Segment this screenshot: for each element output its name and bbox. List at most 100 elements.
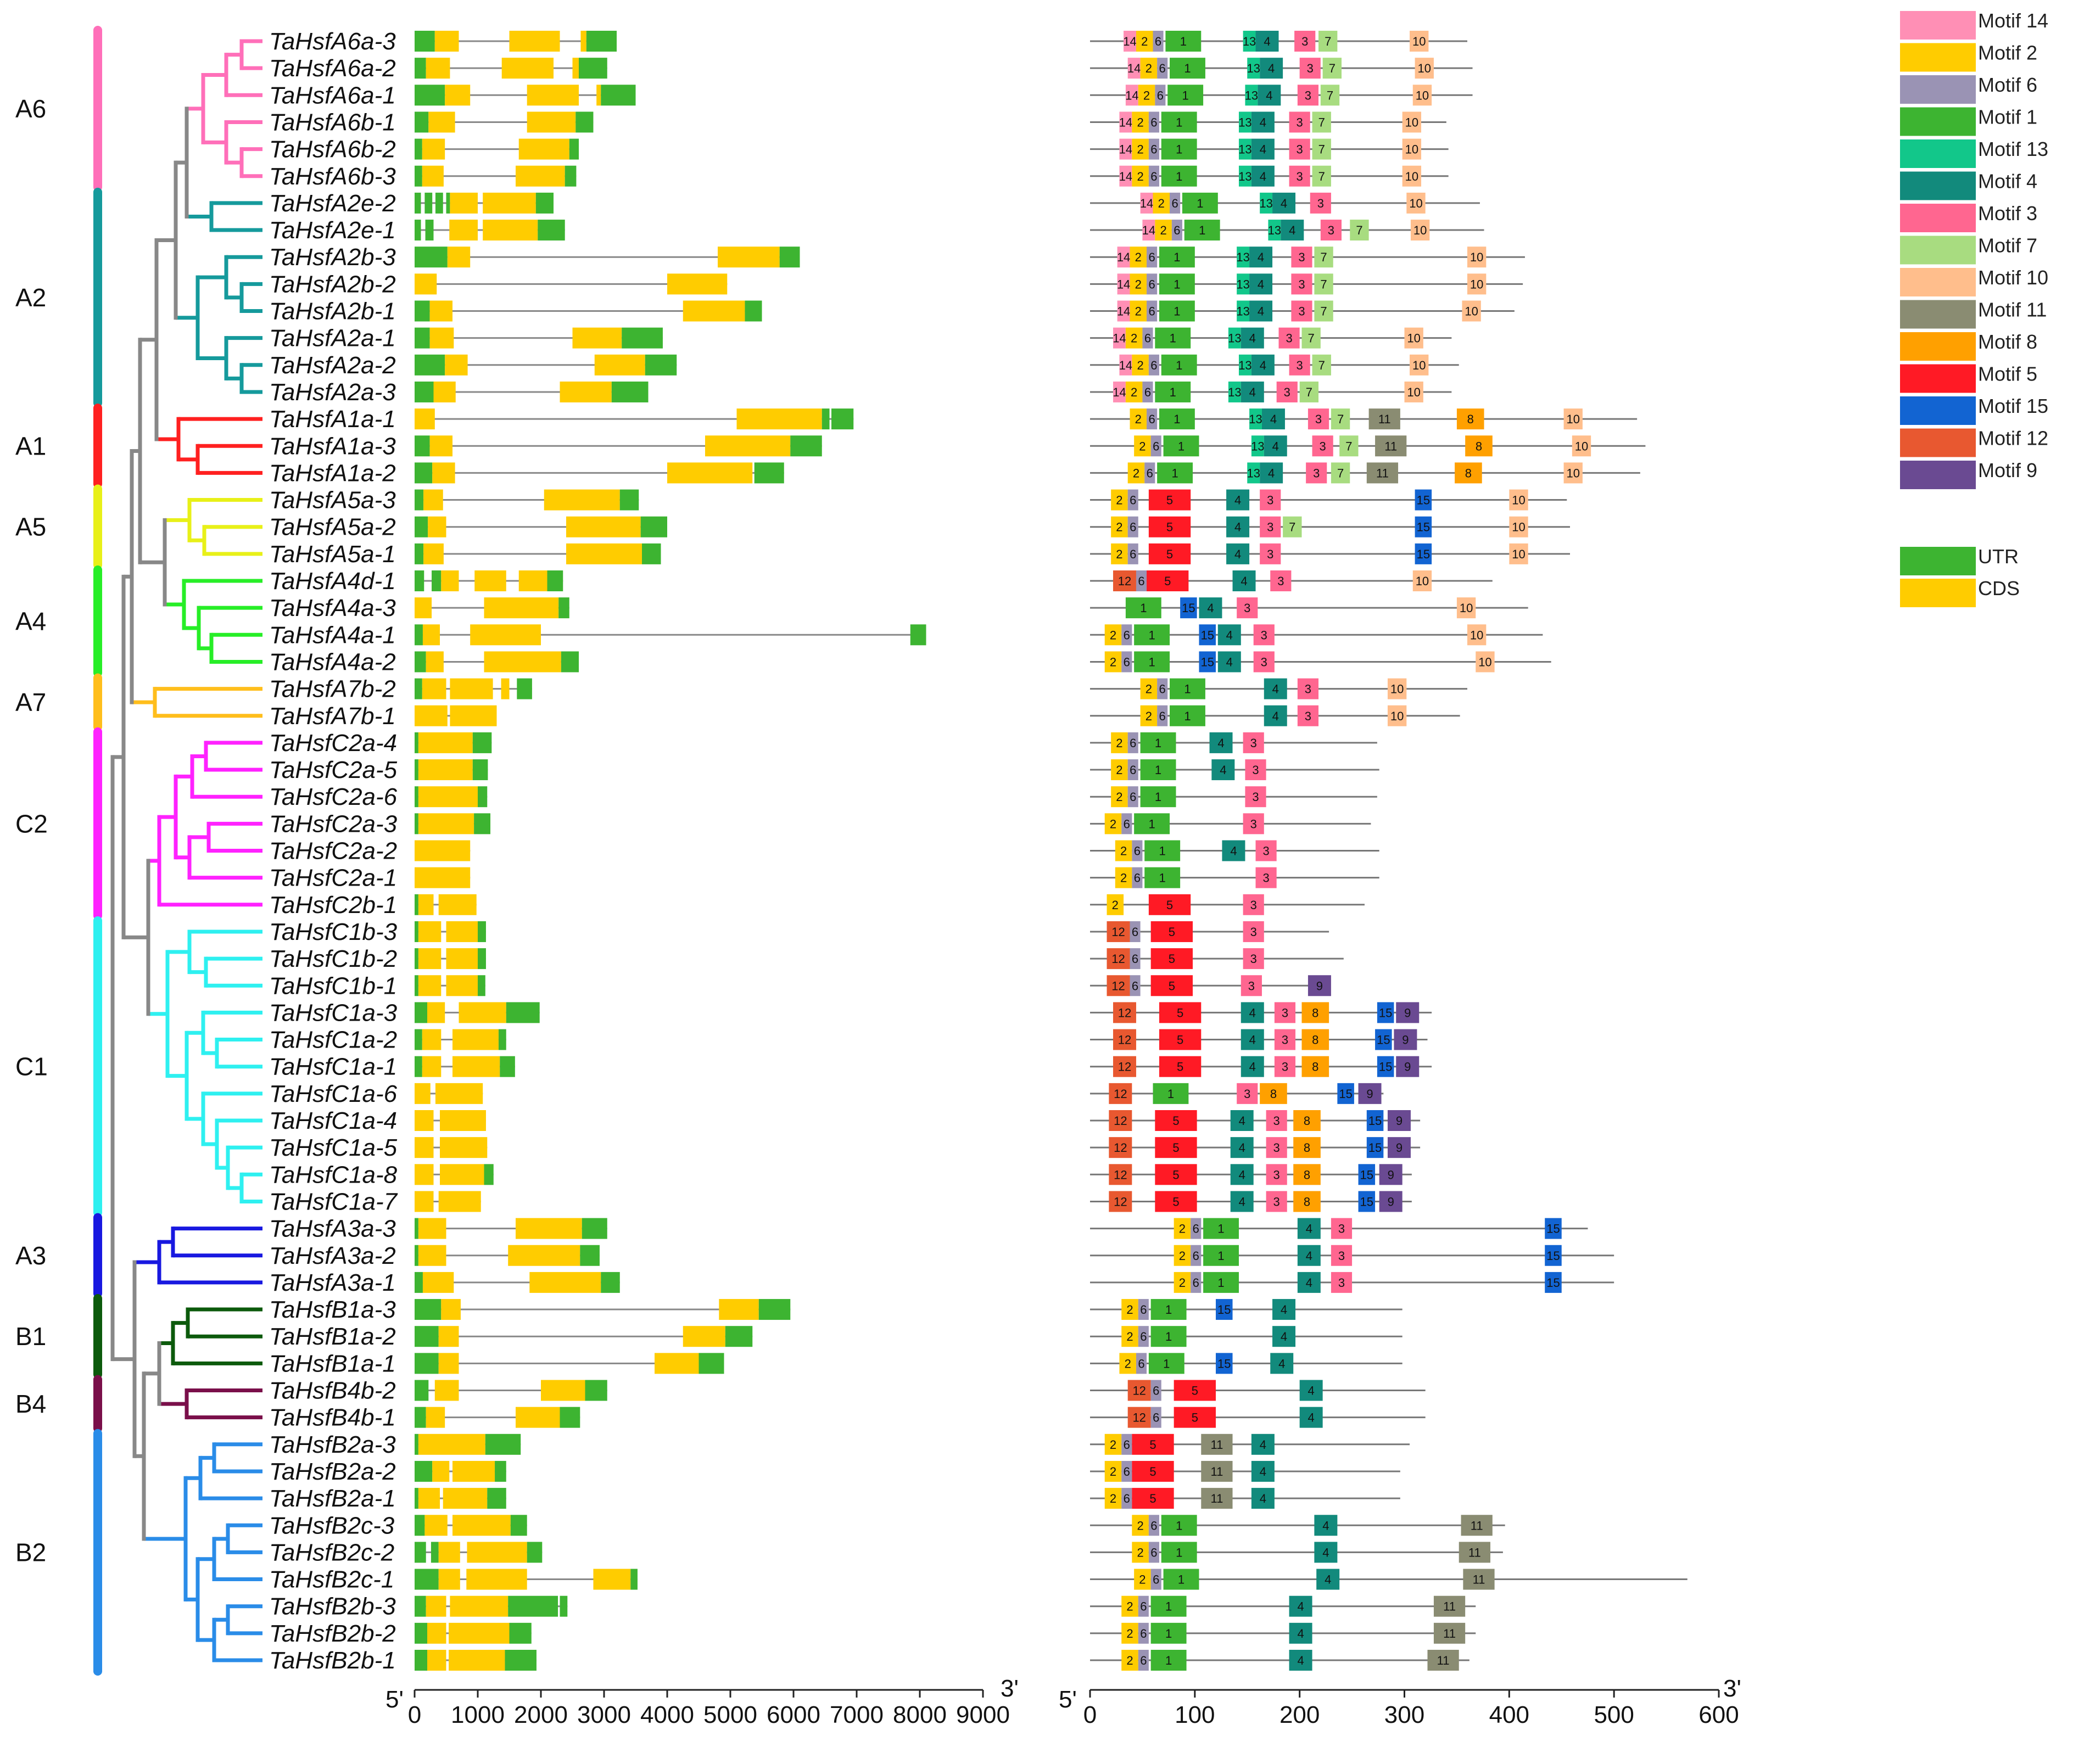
motif-10-box	[1415, 58, 1434, 79]
motif-number-label: 3	[1298, 305, 1305, 318]
cds-segment	[418, 1488, 440, 1509]
utr-segment	[415, 1056, 422, 1077]
motif-4-box	[1297, 1245, 1321, 1266]
motif-2-box	[1132, 165, 1149, 187]
motif-5-box	[1159, 1002, 1202, 1023]
motif-5-box	[1148, 543, 1191, 564]
motif-14-box	[1113, 381, 1126, 402]
motif-11-box	[1368, 408, 1400, 430]
motif-1-box	[1150, 1622, 1187, 1644]
subfamily-label: B2	[15, 1538, 46, 1566]
motif-2-box	[1134, 435, 1151, 457]
motif-12-box	[1107, 948, 1130, 970]
motif-6-box	[1150, 1569, 1161, 1590]
motif-number-label: 4	[1241, 574, 1247, 588]
motif-number-label: 4	[1289, 223, 1295, 237]
utr-segment	[415, 489, 424, 511]
motif-number-label: 12	[1132, 1411, 1146, 1425]
motif-number-label: 8	[1304, 1141, 1310, 1155]
motif-number-label: 6	[1193, 1222, 1199, 1236]
motif-15-box	[1545, 1272, 1562, 1293]
utr-segment	[585, 1380, 607, 1401]
motif-6-box	[1147, 273, 1158, 295]
cds-segment	[426, 1407, 445, 1428]
motif-number-label: 6	[1140, 1627, 1147, 1640]
motif-number-label: 3	[1250, 817, 1257, 831]
cds-segment	[418, 813, 474, 835]
motif-number-label: 6	[1155, 35, 1161, 48]
motif-13-box	[1238, 354, 1251, 376]
utr-segment	[575, 111, 594, 133]
motif-number-label: 2	[1146, 709, 1152, 723]
motif-number-label: 2	[1112, 898, 1119, 912]
motif-2-box	[1130, 273, 1147, 295]
cds-segment	[422, 165, 444, 187]
motif-2-box	[1121, 1650, 1138, 1671]
motif-5-box	[1132, 1433, 1174, 1455]
motif-number-label: 4	[1249, 385, 1256, 399]
gene-name: TaHsfA4a-3	[269, 595, 396, 621]
motif-number-label: 12	[1111, 952, 1125, 966]
motif-number-label: 15	[1546, 1249, 1560, 1263]
cds-segment	[427, 1002, 445, 1023]
motif-number-label: 5	[1177, 1033, 1183, 1047]
motif-number-label: 1	[1199, 223, 1205, 237]
cds-segment	[441, 1299, 461, 1320]
cds-segment	[529, 1272, 601, 1293]
motif-number-label: 2	[1110, 628, 1116, 642]
motif-14-box	[1117, 273, 1130, 295]
utr-segment	[415, 651, 426, 673]
cds-segment	[429, 435, 452, 457]
motif-3-box	[1297, 678, 1319, 699]
gene-axis-end-label: 3'	[1001, 1675, 1019, 1702]
gene-name: TaHsfC2a-6	[269, 783, 398, 810]
cds-segment	[572, 58, 579, 79]
motif-12-box	[1127, 1407, 1151, 1428]
motif-number-label: 1	[1176, 1545, 1182, 1559]
utr-segment	[415, 1650, 427, 1671]
gene-name: TaHsfA2b-3	[269, 244, 396, 271]
motif-4-box	[1251, 1433, 1275, 1455]
legend-label: Motif 7	[1978, 234, 2037, 257]
cds-segment	[736, 408, 822, 430]
motif-number-label: 6	[1148, 412, 1155, 426]
cds-segment	[683, 300, 745, 322]
motif-2-box	[1174, 1245, 1191, 1266]
scale-axes: 5' 3' 0 1000 2000 3000 4000 5000 6000 7000 8000 9…	[385, 1675, 1741, 1728]
motif-7-box	[1283, 516, 1302, 537]
motif-14-box	[1140, 192, 1153, 214]
motif-number-label: 15	[1182, 601, 1195, 615]
motif-number-label: 14	[1142, 223, 1155, 237]
motif-14-box	[1125, 85, 1138, 106]
motif-7-box	[1312, 111, 1331, 133]
motif-number-label: 4	[1272, 439, 1279, 453]
motif-number-label: 3	[1313, 466, 1320, 480]
utr-segment	[415, 624, 423, 646]
motif-number-label: 6	[1124, 1492, 1130, 1505]
motif-number-label: 12	[1114, 1168, 1127, 1181]
utr-segment	[498, 1029, 506, 1050]
motif-number-label: 6	[1153, 1411, 1159, 1425]
cds-segment	[415, 1083, 431, 1104]
motif-4-box	[1272, 1299, 1296, 1320]
motif-12-box	[1113, 1002, 1136, 1023]
motif-number-label: 14	[1140, 197, 1153, 210]
cds-segment	[415, 597, 432, 619]
motif-15-box	[1358, 1164, 1376, 1185]
gene-name: TaHsfB4b-2	[269, 1377, 396, 1404]
cds-segment	[440, 1110, 486, 1131]
motif-2-box	[1125, 381, 1143, 402]
motif-1-box	[1134, 813, 1170, 835]
motif-number-label: 10	[1407, 332, 1420, 345]
motif-11-box	[1463, 1569, 1495, 1590]
motif-number-label: 1	[1159, 844, 1166, 858]
motif-number-label: 4	[1230, 844, 1237, 858]
motif-number-label: 4	[1220, 763, 1226, 777]
motif-number-label: 15	[1360, 1168, 1373, 1181]
motif-number-label: 6	[1150, 170, 1157, 183]
cds-segment	[429, 300, 452, 322]
motif-5-box	[1150, 948, 1193, 970]
gene-name: TaHsfA2a-3	[269, 379, 396, 406]
motif-number-label: 1	[1159, 871, 1166, 885]
motif-number-label: 12	[1132, 1384, 1146, 1398]
